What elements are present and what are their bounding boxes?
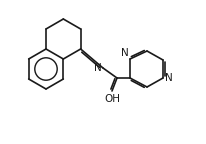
Text: N: N xyxy=(164,73,172,83)
Text: N: N xyxy=(121,48,128,58)
Text: N: N xyxy=(94,63,102,73)
Text: OH: OH xyxy=(103,94,119,104)
